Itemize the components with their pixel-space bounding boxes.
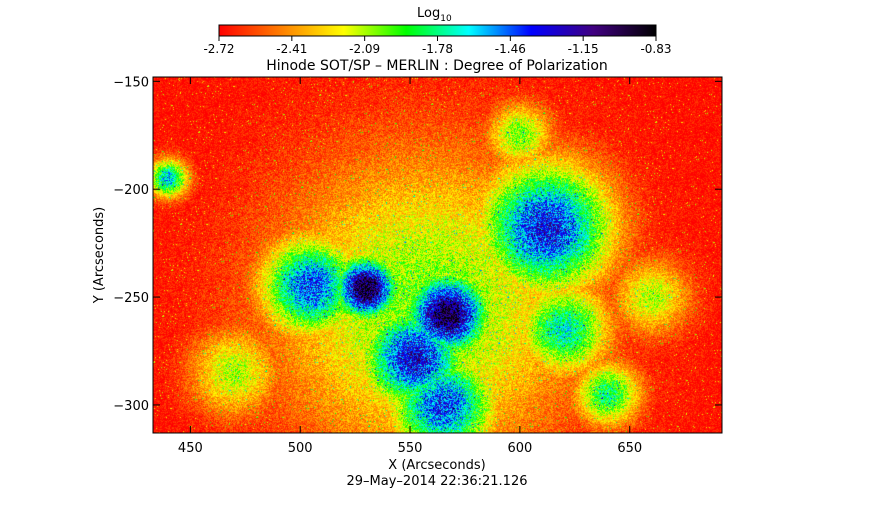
heatmap-image xyxy=(153,77,722,433)
colorbar-tick-label: -1.78 xyxy=(422,42,453,56)
colorbar-tick-label: -2.09 xyxy=(349,42,380,56)
colorbar-tick-label: -2.41 xyxy=(276,42,307,56)
timestamp: 29–May–2014 22:36:21.126 xyxy=(347,474,528,489)
y-tick-label: −200 xyxy=(113,183,149,198)
colorbar-tick-label: -1.15 xyxy=(568,42,599,56)
y-tick-label: −300 xyxy=(113,399,149,414)
y-axis-label: Y (Arcseconds) xyxy=(92,207,107,304)
x-tick-label: 650 xyxy=(617,441,642,456)
chart-title: Hinode SOT/SP – MERLIN : Degree of Polar… xyxy=(266,58,608,74)
x-axis-label: X (Arcseconds) xyxy=(388,458,485,473)
x-tick-label: 450 xyxy=(178,441,203,456)
colorbar-tick-label: -1.46 xyxy=(495,42,526,56)
x-tick-label: 500 xyxy=(288,441,313,456)
colorbar-gradient xyxy=(218,24,657,37)
y-axis: −150 −200 −250 −300 xyxy=(113,75,722,414)
colorbar-tick-label: -2.72 xyxy=(203,42,234,56)
y-tick-label: −250 xyxy=(113,291,149,306)
colorbar: Log10 -2.72 -2.41 -2.09 -1.78 -1.46 -1.15 -0.8… xyxy=(203,6,671,56)
y-tick-label: −150 xyxy=(113,75,149,90)
colorbar-ticks: -2.72 -2.41 -2.09 -1.78 -1.46 -1.15 -0.83 xyxy=(203,36,672,56)
x-tick-label: 600 xyxy=(507,441,532,456)
plot-frame xyxy=(152,76,723,434)
x-tick-label: 550 xyxy=(398,441,423,456)
colorbar-tick-label: -0.83 xyxy=(640,42,671,56)
x-axis: 450 500 550 600 650 xyxy=(178,77,642,456)
colorbar-title: Log10 xyxy=(417,6,452,24)
